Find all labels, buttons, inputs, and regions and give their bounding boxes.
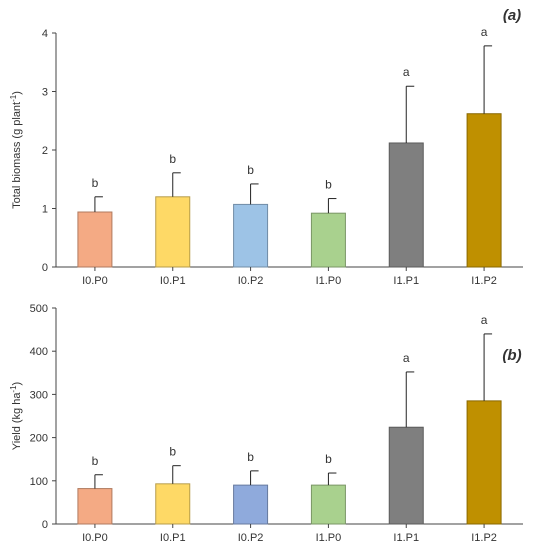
x-tick-label: I1.P0	[316, 275, 342, 287]
y-axis-label-text: Yield (kg ha	[11, 392, 23, 451]
bar-i1-p1	[388, 426, 424, 525]
significance-letter: b	[325, 452, 332, 466]
x-tick-label: I0.P2	[238, 275, 264, 287]
panel-label: (b)	[502, 347, 521, 364]
x-tick-label: I0.P0	[82, 275, 108, 287]
y-axis-label-end: )	[11, 91, 23, 95]
y-tick-label: 3	[42, 87, 48, 99]
x-tick-label: I0.P2	[238, 532, 264, 544]
significance-letter: a	[403, 65, 410, 79]
y-tick-label: 100	[30, 476, 48, 488]
significance-letter: b	[169, 152, 176, 166]
bar-i0-p0	[77, 211, 113, 268]
x-tick-label: I0.P1	[160, 532, 186, 544]
x-tick-label: I0.P1	[160, 275, 186, 287]
y-axis-label: Yield (kg ha-1)	[9, 382, 23, 450]
significance-letter: a	[481, 25, 488, 39]
chart-panel-a: 0 1 2 3 4 b I0.P0 b I0.P1 b I0.P2 b I1.P0 a I1.P1 a I1.P…	[9, 7, 523, 287]
bar-i0-p1	[155, 483, 191, 525]
chart-panel-b: 0 100 200 300 400 500 b I0.P0 b I0.P1 b I0.P2 b I1.P0…	[9, 303, 523, 544]
y-tick-label: 300	[30, 389, 48, 401]
y-axis-label-superscript: -1	[9, 385, 18, 393]
y-axis-label-text: Total biomass (g plant	[11, 102, 23, 209]
x-tick-label: I1.P1	[393, 532, 419, 544]
y-tick-label: 1	[42, 204, 48, 216]
bar-i1-p2	[466, 400, 502, 525]
y-axis-label: Total biomass (g plant-1)	[9, 91, 23, 209]
panel-label: (a)	[503, 7, 521, 24]
y-tick-label: 200	[30, 433, 48, 445]
significance-letter: a	[481, 313, 488, 327]
y-tick-label: 2	[42, 145, 48, 157]
significance-letter: b	[247, 163, 254, 177]
x-tick-label: I1.P2	[471, 275, 497, 287]
bar-i1-p0	[310, 484, 346, 525]
y-tick-label: 0	[42, 262, 48, 274]
bar-i0-p0	[77, 488, 113, 525]
x-tick-label: I1.P1	[393, 275, 419, 287]
y-tick-label: 400	[30, 346, 48, 358]
bar-i0-p2	[233, 203, 269, 268]
x-tick-label: I0.P0	[82, 532, 108, 544]
y-tick-label: 0	[42, 519, 48, 531]
y-axis-label-superscript: -1	[9, 94, 18, 102]
significance-letter: b	[92, 176, 99, 190]
significance-letter: b	[247, 450, 254, 464]
y-tick-label: 4	[42, 28, 48, 40]
y-axis-label-end: )	[11, 382, 23, 386]
x-tick-label: I1.P2	[471, 532, 497, 544]
bar-i1-p1	[388, 142, 424, 268]
significance-letter: b	[169, 445, 176, 459]
bar-i0-p2	[233, 484, 269, 525]
significance-letter: b	[92, 454, 99, 468]
bar-i0-p1	[155, 196, 191, 268]
significance-letter: b	[325, 178, 332, 192]
x-tick-label: I1.P0	[316, 532, 342, 544]
bar-i1-p2	[466, 113, 502, 268]
y-tick-label: 500	[30, 303, 48, 315]
bar-i1-p0	[310, 212, 346, 268]
significance-letter: a	[403, 351, 410, 365]
